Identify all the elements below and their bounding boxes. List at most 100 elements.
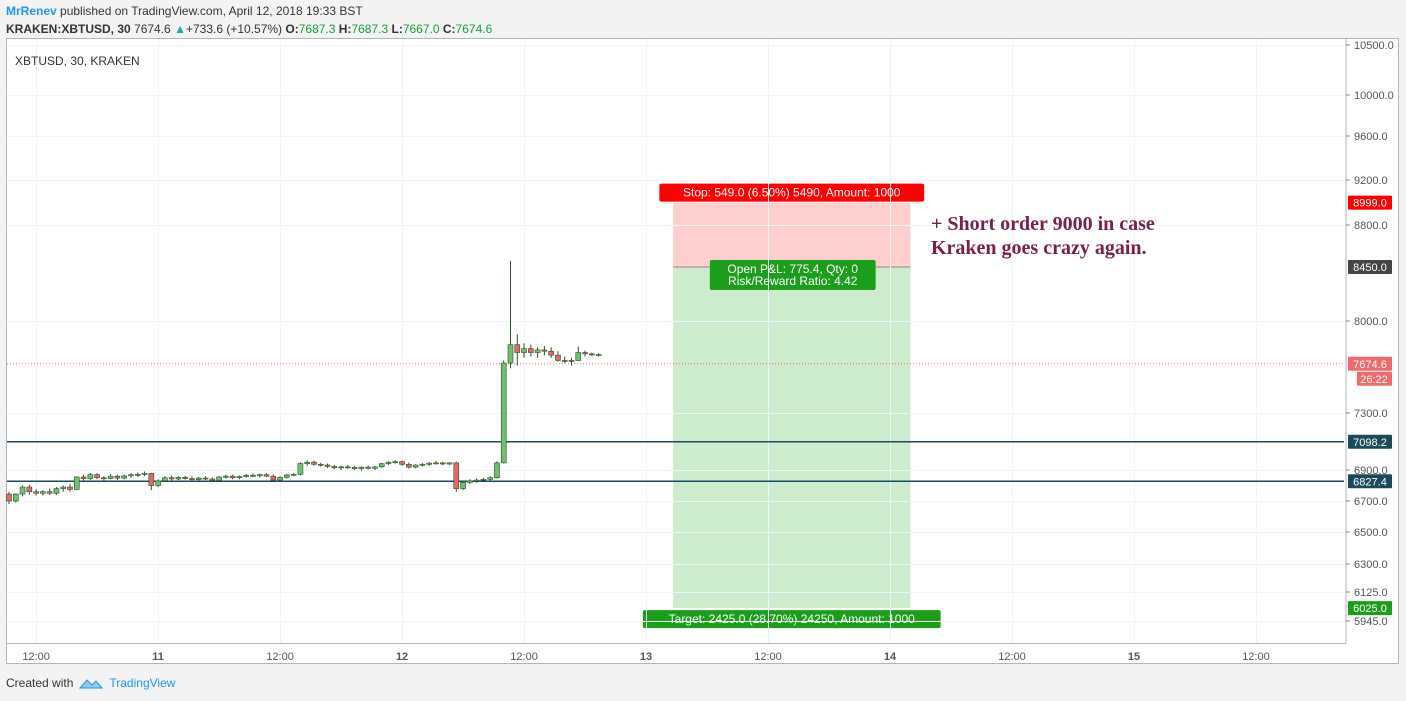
candle-body bbox=[541, 349, 548, 352]
candle bbox=[331, 465, 338, 470]
candle bbox=[514, 334, 521, 366]
candle-body bbox=[534, 349, 541, 353]
candle-body bbox=[195, 477, 202, 480]
candle bbox=[324, 463, 331, 468]
close-value: 7674.6 bbox=[455, 22, 493, 36]
candle-body bbox=[446, 462, 453, 465]
candle bbox=[534, 347, 541, 358]
candle bbox=[358, 466, 365, 471]
candle bbox=[209, 477, 216, 482]
candle bbox=[134, 472, 141, 477]
annotation-line-1: + Short order 9000 in case bbox=[931, 213, 1155, 235]
candle-body bbox=[548, 350, 554, 356]
candle bbox=[453, 461, 460, 492]
candle-body bbox=[467, 480, 473, 483]
candle bbox=[80, 474, 87, 481]
candle-body bbox=[121, 475, 128, 479]
price-tick-label: 8000.0 bbox=[1354, 316, 1388, 328]
time-tick-label: 11 bbox=[152, 651, 164, 663]
candle bbox=[128, 473, 134, 478]
target-label: Target: 2425.0 (28.70%) 24250, Amount: 1… bbox=[642, 610, 941, 629]
candle-body bbox=[500, 362, 507, 464]
candle bbox=[155, 479, 161, 488]
candle-body bbox=[304, 461, 310, 464]
candle bbox=[148, 472, 155, 491]
candle bbox=[243, 473, 249, 478]
candle-body bbox=[182, 477, 189, 479]
candle bbox=[426, 462, 432, 466]
candle-body bbox=[6, 493, 12, 502]
candle-body bbox=[223, 475, 229, 478]
candle bbox=[263, 473, 270, 477]
candle bbox=[507, 261, 514, 369]
candle bbox=[311, 460, 317, 466]
candle bbox=[236, 475, 243, 480]
candle-body bbox=[284, 474, 290, 478]
candle bbox=[290, 473, 297, 477]
candle-body bbox=[575, 352, 582, 361]
author-link[interactable]: MrRenev bbox=[6, 4, 57, 18]
candle-body bbox=[595, 354, 602, 356]
candle-body bbox=[331, 466, 338, 469]
candle-body bbox=[385, 461, 392, 464]
candle bbox=[168, 475, 175, 481]
candle-body bbox=[372, 466, 378, 469]
candle-body bbox=[345, 466, 351, 469]
price-badge-text: 7098.2 bbox=[1353, 437, 1387, 449]
candle bbox=[433, 461, 439, 465]
take-profit-zone bbox=[673, 267, 911, 609]
candle bbox=[162, 476, 168, 482]
price-tick-label: 6500.0 bbox=[1354, 527, 1388, 539]
stop-label: Stop: 549.0 (6.50%) 5490, Amount: 1000 bbox=[659, 183, 925, 202]
candle bbox=[467, 479, 473, 484]
time-tick-label: 15 bbox=[1128, 651, 1140, 663]
candle-body bbox=[561, 360, 568, 362]
price-tick-label: 8800.0 bbox=[1354, 220, 1388, 232]
price-badge-bg bbox=[1348, 601, 1392, 616]
candle-body bbox=[365, 466, 371, 469]
candle-body bbox=[480, 478, 487, 481]
candle-body bbox=[582, 352, 588, 355]
candle bbox=[575, 346, 582, 362]
candle bbox=[67, 483, 73, 492]
candle bbox=[365, 465, 371, 470]
candle-body bbox=[412, 464, 419, 468]
candle bbox=[345, 465, 351, 469]
candle bbox=[378, 462, 385, 468]
candle-body bbox=[521, 348, 527, 353]
tradingview-link[interactable]: TradingView bbox=[109, 676, 176, 690]
footer: Created with TradingView bbox=[6, 676, 175, 690]
candle-body bbox=[60, 486, 67, 489]
candle bbox=[250, 473, 256, 477]
candle bbox=[121, 474, 128, 480]
candle bbox=[494, 461, 500, 479]
pnl-label-text: Open P&L: 775.4, Qty: 0 bbox=[727, 262, 858, 276]
annotation-text[interactable]: + Short order 9000 in case Kraken goes c… bbox=[931, 212, 1231, 260]
candle-body bbox=[141, 473, 148, 475]
candle-body bbox=[528, 348, 534, 353]
candle-body bbox=[338, 466, 344, 469]
candle-body bbox=[107, 475, 114, 479]
time-tick-label: 12:00 bbox=[998, 651, 1026, 663]
open-value: 7687.3 bbox=[298, 22, 336, 36]
countdown-badge-bg bbox=[1357, 371, 1392, 386]
high-label: H: bbox=[338, 22, 352, 36]
candle bbox=[284, 473, 290, 479]
candle-body bbox=[487, 477, 493, 480]
candle-body bbox=[189, 478, 195, 480]
price-tick-label: 9200.0 bbox=[1354, 175, 1388, 187]
candle-body bbox=[162, 477, 168, 482]
candle-body bbox=[392, 461, 399, 464]
candle bbox=[19, 485, 26, 497]
time-tick-label: 12:00 bbox=[1242, 651, 1270, 663]
publish-text: published on TradingView.com, April 12, … bbox=[60, 4, 363, 18]
tradingview-logo-icon[interactable] bbox=[79, 676, 104, 690]
candle bbox=[317, 462, 324, 467]
pnl-label-bg bbox=[709, 260, 876, 290]
candle bbox=[521, 343, 527, 358]
price-tick-label: 6900.0 bbox=[1354, 465, 1388, 477]
candle bbox=[561, 356, 568, 364]
target-label-bg bbox=[642, 610, 941, 629]
